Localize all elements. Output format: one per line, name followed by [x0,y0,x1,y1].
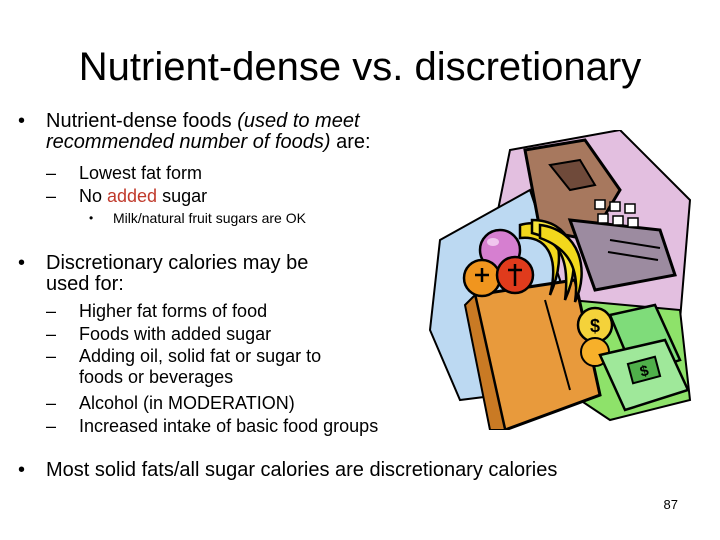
money-icon: $ $ [576,303,690,412]
sub-marker: – [46,163,57,183]
bullet-text: Nutrient-dense foods [46,110,238,132]
subsub-item-milk: • Milk/natural fruit sugars are OK [89,209,419,227]
svg-text:$: $ [590,316,600,336]
bullet-discretionary: • Discretionary calories may be used for… [18,253,348,295]
cash-register-icon [523,138,677,292]
sub-text: Higher fat forms of food [79,301,268,321]
bullet-marker: • [18,252,26,274]
slide-title: Nutrient-dense vs. discretionary [78,45,642,89]
sub-item-increased-intake: – Increased intake of basic food groups [46,415,446,438]
sub-item-no-added-sugar: – No added sugar [46,185,426,208]
bullet-suffix: are: [330,131,371,153]
sub-marker: – [46,324,57,344]
sub-item-alcohol: – Alcohol (in MODERATION) [46,392,426,415]
bullet-text: Discretionary calories may be used for: [46,252,309,295]
bullet-solid-fats: • Most solid fats/all sugar calories are… [18,460,708,481]
sub-text-pre: No [79,186,108,206]
sub-text-post: sugar [157,186,208,206]
sub-marker: – [46,346,57,366]
sub-text: Lowest fat form [79,163,203,183]
sub-item-added-sugar-foods: – Foods with added sugar [46,323,426,346]
sub-text: Increased intake of basic food groups [79,416,379,436]
bullet-nutrient-dense: • Nutrient-dense foods (used to meet rec… [18,111,438,153]
sub-marker: – [46,301,57,321]
sub-marker: – [46,186,57,206]
fruit-icon [462,228,535,298]
sub-text: Adding oil, solid fat or sugar to foods … [79,346,322,387]
subsub-text: Milk/natural fruit sugars are OK [113,210,306,226]
bullet-italic-text: (used to meet recommended number of food… [46,110,360,153]
grocery-register-money-icon: $ $ [428,130,692,430]
sub-marker: – [46,416,57,436]
sub-text: Foods with added sugar [79,324,272,344]
bullet-marker: • [18,459,26,481]
sub-item-higher-fat: – Higher fat forms of food [46,300,426,323]
banana-icon [518,218,583,303]
sub-item-lowest-fat: – Lowest fat form [46,162,426,185]
sub-text-highlight: added [107,186,158,206]
page-number: 87 [663,497,678,512]
sub-item-adding-oil: – Adding oil, solid fat or sugar to food… [46,346,346,388]
bullet-marker: • [18,110,26,132]
grocery-bag-icon [463,278,602,430]
sub-marker: – [46,393,57,413]
sub-text: Alcohol (in MODERATION) [79,393,295,413]
bullet-text: Most solid fats/all sugar calories are d… [46,459,558,481]
subsub-marker: • [89,211,94,225]
